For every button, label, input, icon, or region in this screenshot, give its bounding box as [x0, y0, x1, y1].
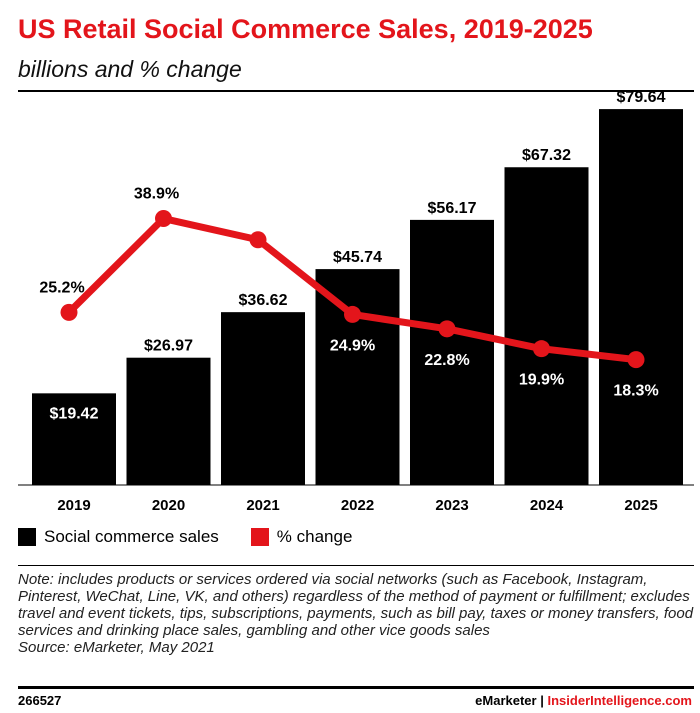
tick-label-2019: 2019	[57, 497, 90, 514]
bar-label-2020: $26.97	[144, 338, 193, 355]
legend-item-change: % change	[250, 527, 353, 547]
bar-label-2024: $67.32	[522, 147, 571, 164]
change-label-2021: 35.8%	[235, 263, 280, 280]
change-point-2024	[533, 340, 550, 358]
tick-label-2024: 2024	[530, 497, 564, 514]
bar-label-2023: $56.17	[428, 200, 477, 217]
note: Note: includes products or services orde…	[18, 571, 694, 656]
legend-swatch-sales	[18, 528, 36, 546]
chart-id: 266527	[18, 693, 62, 708]
note-rule	[18, 565, 694, 566]
tick-label-2020: 2020	[152, 497, 185, 514]
legend-item-sales: Social commerce sales	[18, 527, 219, 547]
bar-2022	[315, 269, 400, 485]
change-label-2025: 18.3%	[613, 383, 658, 400]
change-point-2020	[155, 210, 172, 228]
change-label-2022: 24.9%	[330, 337, 375, 354]
chart-subtitle: billions and % change	[18, 56, 242, 82]
bar-label-2025: $79.64	[617, 92, 666, 106]
brand-emarketer: eMarketer	[475, 693, 537, 708]
legend: Social commerce sales % change	[18, 527, 384, 547]
bar-label-2021: $36.62	[239, 292, 288, 309]
bar-2020	[126, 357, 211, 485]
change-point-2025	[627, 351, 645, 369]
change-label-2024: 19.9%	[519, 372, 564, 389]
legend-label-change: % change	[276, 527, 353, 546]
bar-2024	[504, 167, 589, 485]
legend-label-sales: Social commerce sales	[44, 527, 219, 546]
bar-2021	[221, 312, 305, 485]
legend-swatch-change	[250, 528, 269, 546]
brand-site: InsiderIntelligence.com	[547, 693, 693, 708]
note-text: Note: includes products or services orde…	[18, 571, 694, 639]
change-point-2019	[60, 303, 78, 321]
top-rule	[18, 90, 694, 92]
bar-2019	[32, 393, 116, 485]
note-source: Source: eMarketer, May 2021	[18, 639, 215, 656]
tick-label-2025: 2025	[624, 497, 657, 514]
bar-label-2019: $19.42	[50, 405, 99, 422]
change-point-2023	[438, 320, 456, 338]
change-label-2023: 22.8%	[424, 352, 469, 369]
footer-brand: eMarketer | InsiderIntelligence.com	[475, 693, 692, 708]
tick-label-2022: 2022	[341, 497, 374, 514]
bar-2023	[410, 219, 494, 485]
bottom-rule	[18, 686, 694, 689]
chart-area: $19.42 $26.97 $36.62 $45.74 $56.17 $67.32 $79.…	[18, 92, 694, 514]
change-point-2022	[344, 305, 361, 323]
bar-label-2022: $45.74	[333, 249, 382, 266]
bar-2025	[599, 109, 683, 486]
chart-title: US Retail Social Commerce Sales, 2019-20…	[18, 14, 593, 44]
change-label-2020: 38.9%	[134, 186, 179, 203]
change-label-2019: 25.2%	[39, 279, 84, 296]
tick-label-2021: 2021	[246, 497, 279, 514]
tick-label-2023: 2023	[435, 497, 468, 514]
brand-separator: |	[540, 693, 544, 708]
change-point-2021	[249, 231, 267, 249]
